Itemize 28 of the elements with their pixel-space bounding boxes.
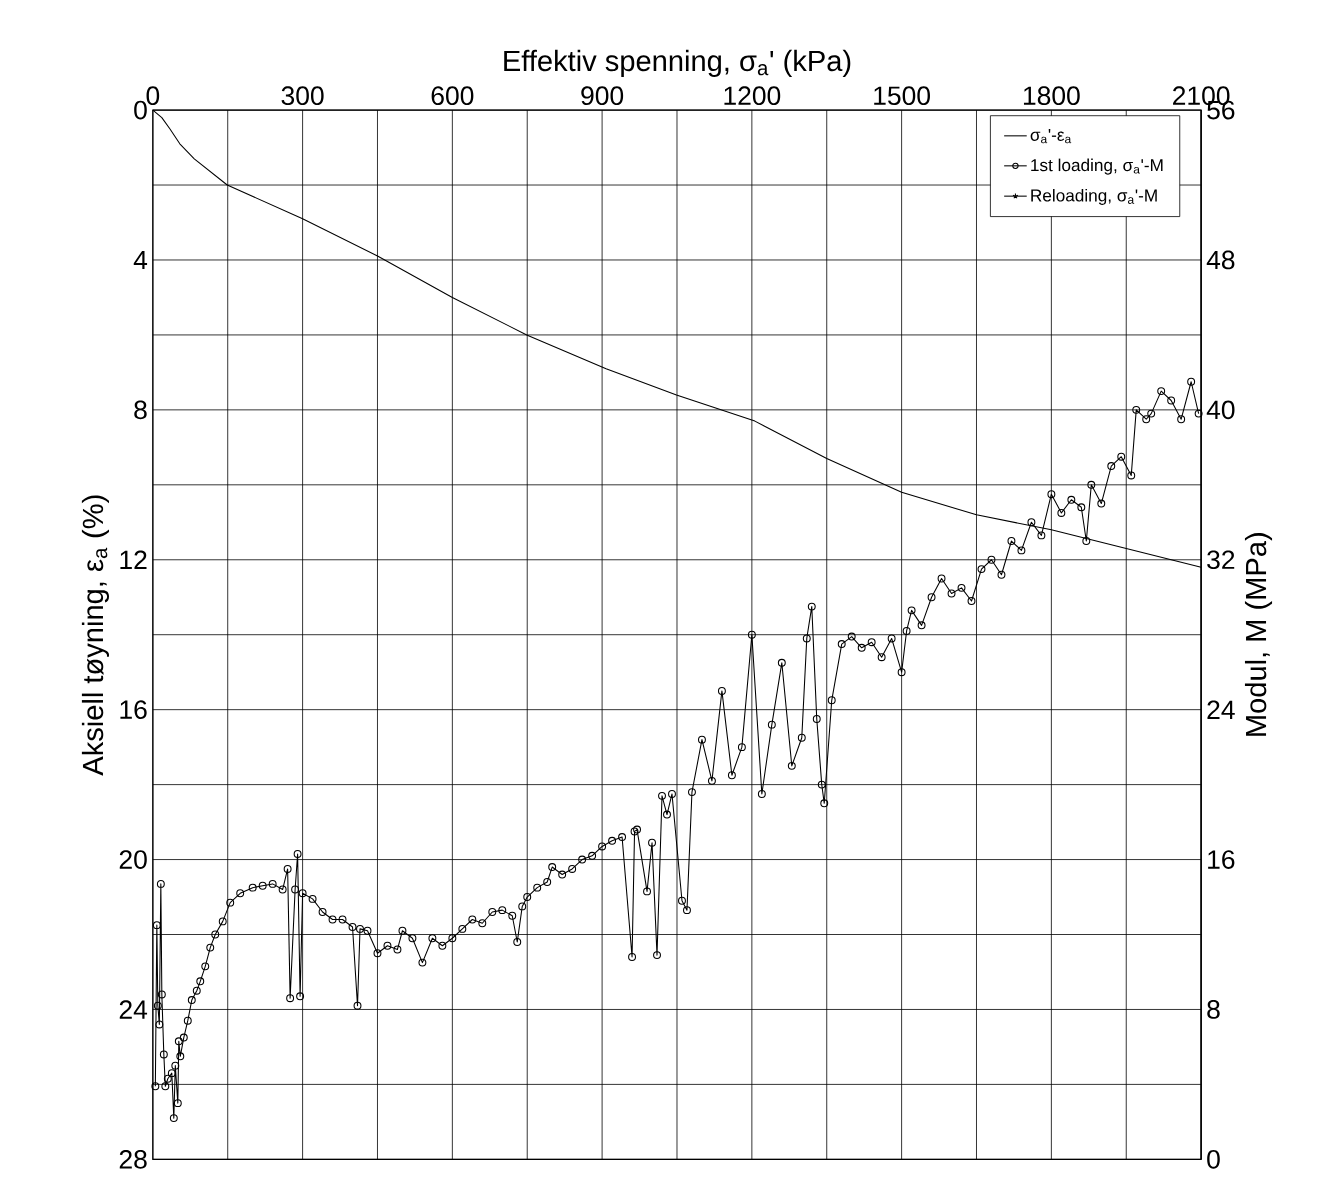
x-tick-label: 0 xyxy=(146,86,160,105)
y-tick-label: 8 xyxy=(134,400,147,420)
y2-tick-label: 40 xyxy=(1206,400,1235,420)
y-tick-label: 20 xyxy=(119,850,147,869)
x-tick-label: 1800 xyxy=(1023,86,1080,105)
x-tick-label: 1500 xyxy=(874,86,930,105)
x-axis-title: Effektiv spenning, σ$_{a}$' (kPa) xyxy=(504,49,851,77)
x-tick-label: 1200 xyxy=(724,86,781,105)
x-tick-label: 600 xyxy=(431,86,474,105)
y-tick-label: 12 xyxy=(120,550,147,569)
y-tick-label: 24 xyxy=(119,1000,148,1019)
y2-tick-label: 0 xyxy=(1207,1149,1220,1169)
y-tick-label: 4 xyxy=(133,250,148,269)
y2-tick-label: 24 xyxy=(1207,700,1235,719)
y2-tick-label: 32 xyxy=(1207,550,1235,570)
y2-tick-label: 48 xyxy=(1206,250,1235,270)
y-tick-label: 16 xyxy=(120,700,147,719)
x-tick-label: 300 xyxy=(281,86,324,105)
y2-tick-label: 16 xyxy=(1208,850,1235,869)
legend-label: Reloading, σ$_{a}$'-M xyxy=(1031,188,1157,205)
legend-label: σ$_{a}$'-ε$_{a}$ xyxy=(1030,128,1072,144)
y2-axis-title: Modul, M (MPa) xyxy=(1244,533,1273,736)
x-tick-label: 900 xyxy=(581,86,624,105)
y-axis-title: Aksiell tøyning, ε$_{a}$ (%) xyxy=(81,495,110,776)
y2-tick-label: 8 xyxy=(1207,1000,1220,1019)
legend-label: 1st loading, σ$_{a}$'-M xyxy=(1031,158,1163,175)
y-tick-label: 0 xyxy=(134,100,147,120)
y-tick-label: 28 xyxy=(119,1149,147,1169)
